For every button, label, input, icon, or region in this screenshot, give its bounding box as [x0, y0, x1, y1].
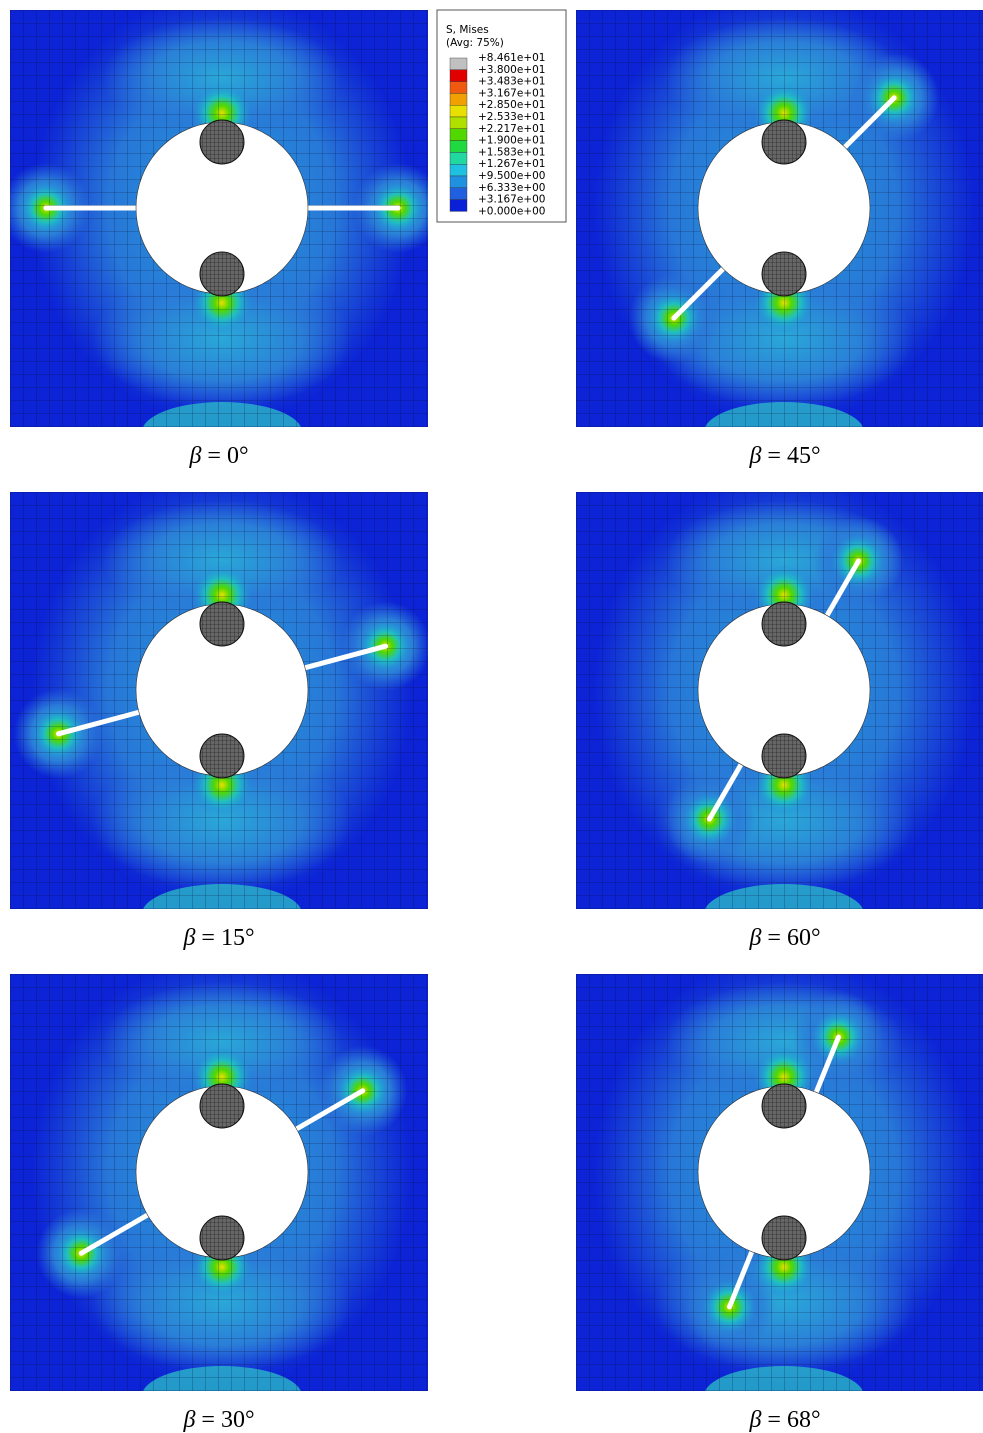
- caption-label: = 15°: [201, 925, 254, 951]
- legend-swatch: [449, 93, 468, 106]
- legend-label: +6.333e+00: [478, 182, 545, 194]
- panel-caption: β = 68°: [748, 1407, 820, 1433]
- stress-panel: [576, 974, 983, 1391]
- roller-mesh: [761, 251, 807, 297]
- legend-label: +3.167e+01: [478, 87, 545, 99]
- legend-swatch: [449, 175, 468, 189]
- legend-label: +2.533e+01: [478, 111, 545, 123]
- legend-label: +2.217e+01: [478, 123, 545, 135]
- caption-symbol: β: [748, 925, 761, 951]
- caption-label: = 60°: [767, 925, 820, 951]
- legend-label: +3.800e+01: [478, 64, 545, 76]
- stress-panel: [10, 10, 428, 427]
- legend: S, Mises (Avg: 75%) +8.461e+01+3.800e+01…: [436, 9, 567, 223]
- caption-label: = 68°: [767, 1407, 820, 1433]
- legend-label: +3.483e+01: [478, 76, 545, 88]
- legend-label: +1.900e+01: [478, 135, 545, 147]
- legend-label: +0.000e+00: [478, 205, 545, 217]
- panel-caption: β = 45°: [748, 443, 820, 469]
- roller-mesh: [761, 1083, 807, 1129]
- panel-caption: β = 0°: [188, 443, 248, 469]
- roller-mesh: [761, 119, 807, 165]
- roller-mesh: [199, 119, 245, 165]
- legend-swatch: [449, 116, 468, 130]
- caption-label: = 30°: [201, 1407, 254, 1433]
- legend-label: +1.583e+01: [478, 146, 545, 158]
- legend-swatch: [449, 140, 468, 153]
- legend-subtitle: (Avg: 75%): [446, 37, 504, 49]
- roller-mesh: [761, 733, 807, 779]
- legend-label: +8.461e+01: [478, 52, 545, 64]
- roller-mesh: [199, 251, 245, 297]
- legend-swatch: [449, 69, 468, 82]
- caption-symbol: β: [188, 443, 201, 469]
- legend-label: +9.500e+00: [478, 170, 545, 182]
- caption-symbol: β: [748, 443, 761, 469]
- legend-swatch: [449, 128, 468, 141]
- legend-label: +1.267e+01: [478, 158, 545, 170]
- panel-caption: β = 30°: [182, 1407, 254, 1433]
- caption-symbol: β: [182, 925, 195, 951]
- stress-panel: [10, 974, 428, 1391]
- roller-mesh: [761, 1215, 807, 1261]
- legend-swatch: [449, 152, 468, 165]
- caption-symbol: β: [182, 1407, 195, 1433]
- roller-mesh: [761, 601, 807, 647]
- caption-label: = 45°: [767, 443, 820, 469]
- legend-swatch: [449, 104, 468, 118]
- panel-caption: β = 60°: [748, 925, 820, 951]
- legend-title: S, Mises: [446, 24, 489, 36]
- legend-label: +2.850e+01: [478, 99, 545, 111]
- stress-panel: [10, 492, 428, 909]
- legend-swatch: [449, 81, 468, 94]
- panel-caption: β = 15°: [182, 925, 254, 951]
- roller-mesh: [199, 1215, 245, 1261]
- legend-swatch: [449, 187, 468, 200]
- roller-mesh: [199, 733, 245, 779]
- caption-symbol: β: [748, 1407, 761, 1433]
- caption-label: = 0°: [207, 443, 248, 469]
- legend-swatch: [449, 199, 468, 212]
- legend-label: +3.167e+00: [478, 194, 545, 206]
- legend-swatch: [449, 163, 468, 177]
- roller-mesh: [199, 601, 245, 647]
- legend-swatch: [449, 57, 468, 71]
- roller-mesh: [199, 1083, 245, 1129]
- stress-panel: [576, 492, 983, 909]
- stress-panel: [576, 10, 983, 427]
